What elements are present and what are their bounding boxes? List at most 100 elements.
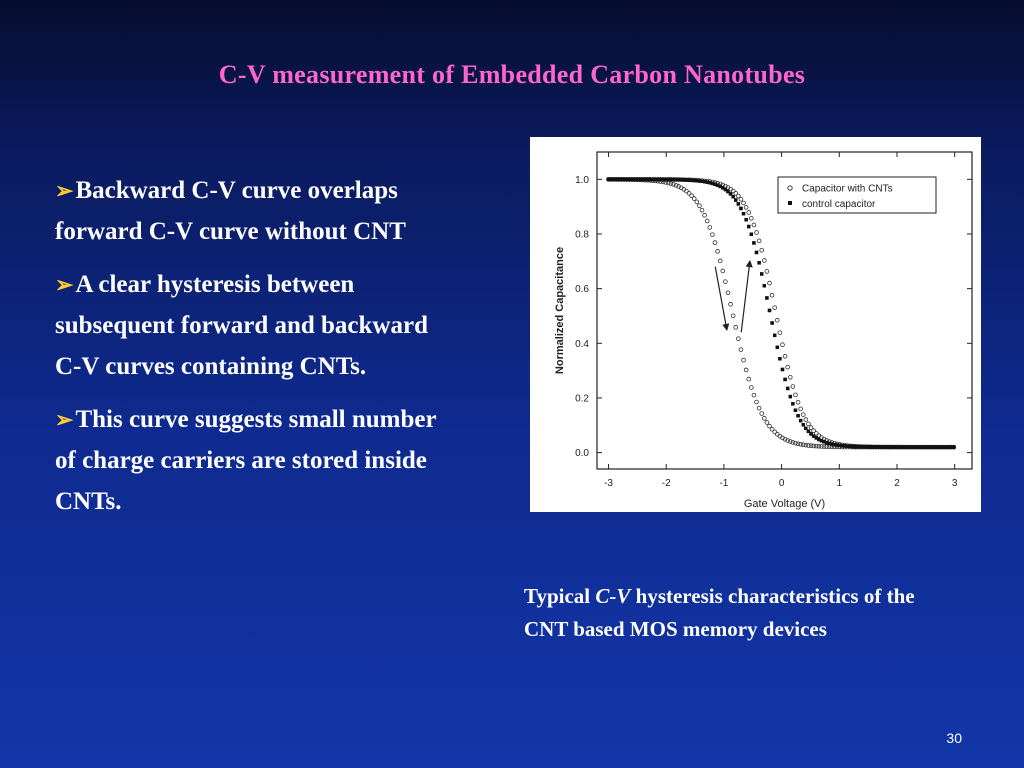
data-point-control <box>907 445 912 449</box>
data-point-control <box>939 445 943 449</box>
data-point-cnt <box>720 268 726 274</box>
data-point-cnt <box>710 232 715 237</box>
data-point-cnt <box>780 342 785 348</box>
data-point-cnt <box>806 443 811 448</box>
data-point-control <box>863 445 868 449</box>
data-point-control <box>622 177 626 182</box>
data-point-control <box>762 284 767 288</box>
data-point-control <box>892 445 896 449</box>
data-point-control <box>702 179 707 184</box>
data-point-control <box>798 418 803 423</box>
y-tick-label: 1.0 <box>575 175 589 186</box>
data-point-control <box>682 178 686 182</box>
data-point-control <box>900 445 904 449</box>
data-point-control <box>645 177 650 182</box>
data-point-control <box>723 187 728 192</box>
data-point-control <box>941 445 946 449</box>
data-point-cnt <box>697 203 702 209</box>
data-point-cnt <box>790 384 796 389</box>
data-point-control <box>858 445 863 449</box>
data-point-control <box>837 443 842 448</box>
data-point-cnt <box>759 247 765 253</box>
data-point-cnt <box>712 240 718 245</box>
data-point-control <box>635 177 639 182</box>
data-point-control <box>884 445 889 449</box>
data-point-cnt <box>793 392 798 398</box>
data-point-control <box>931 445 935 449</box>
data-point-cnt <box>749 215 754 221</box>
data-point-cnt <box>764 269 770 274</box>
x-axis-label: Gate Voltage (V) <box>744 498 825 510</box>
data-point-control <box>612 177 616 182</box>
data-point-control <box>887 445 891 449</box>
data-point-cnt <box>762 416 767 421</box>
slide-title: C-V measurement of Embedded Carbon Nanot… <box>218 60 806 89</box>
data-point-control <box>902 445 907 449</box>
data-point-cnt <box>813 443 819 449</box>
data-point-cnt <box>689 193 694 199</box>
data-point-cnt <box>767 280 772 286</box>
data-point-control <box>824 440 829 445</box>
data-point-control <box>689 178 694 182</box>
data-point-cnt <box>733 191 739 196</box>
legend-marker-cnt <box>787 185 793 191</box>
data-point-control <box>913 445 917 449</box>
y-axis-label: Normalized Capacitance <box>554 247 566 374</box>
data-point-cnt <box>736 336 741 341</box>
data-point-cnt <box>824 444 829 449</box>
data-point-control <box>656 177 660 182</box>
data-point-control <box>944 445 948 449</box>
data-point-control <box>760 272 764 276</box>
data-point-cnt <box>816 443 822 449</box>
data-point-control <box>861 445 865 449</box>
data-point-cnt <box>803 442 809 448</box>
data-point-control <box>791 402 795 406</box>
x-tick-label: 3 <box>952 478 958 489</box>
data-point-control <box>640 177 644 182</box>
data-point-control <box>804 426 808 431</box>
data-point-cnt <box>811 443 816 449</box>
data-point-control <box>928 445 933 449</box>
data-point-cnt <box>756 405 762 411</box>
data-point-control <box>625 177 629 182</box>
x-tick-label: -1 <box>719 478 728 489</box>
data-point-control <box>609 177 613 182</box>
x-tick-label: 2 <box>894 478 900 489</box>
data-point-control <box>793 408 798 412</box>
legend-marker-control <box>788 201 792 205</box>
data-point-control <box>856 444 860 449</box>
data-point-cnt <box>811 428 816 434</box>
data-point-cnt <box>767 423 772 429</box>
data-point-control <box>697 179 702 183</box>
data-point-cnt <box>806 421 811 427</box>
data-point-cnt <box>738 196 744 202</box>
data-point-control <box>632 177 637 182</box>
data-point-control <box>708 181 712 185</box>
data-point-control <box>926 445 930 449</box>
data-point-control <box>739 206 743 211</box>
data-point-control <box>895 445 899 449</box>
data-point-control <box>744 217 748 222</box>
data-point-cnt <box>785 364 790 370</box>
data-point-control <box>874 445 878 449</box>
data-point-cnt <box>707 225 713 230</box>
data-point-control <box>728 192 733 196</box>
data-point-control <box>832 442 837 447</box>
data-point-control <box>617 177 621 182</box>
bullet-text: A clear hysteresis between subsequent fo… <box>55 271 428 380</box>
data-point-cnt <box>694 199 700 205</box>
data-point-cnt <box>790 440 796 445</box>
data-point-cnt <box>754 399 759 405</box>
data-point-cnt <box>787 374 793 380</box>
page-number: 30 <box>946 730 962 746</box>
data-point-control <box>853 444 857 449</box>
data-point-control <box>661 177 665 182</box>
data-point-cnt <box>793 440 798 446</box>
data-point-cnt <box>795 441 801 447</box>
bullet-text: This curve suggests small number of char… <box>55 406 437 515</box>
x-tick-label: -3 <box>604 478 613 489</box>
data-point-control <box>869 445 873 449</box>
data-point-cnt <box>819 444 824 449</box>
data-point-control <box>845 444 850 448</box>
data-point-control <box>936 445 940 449</box>
